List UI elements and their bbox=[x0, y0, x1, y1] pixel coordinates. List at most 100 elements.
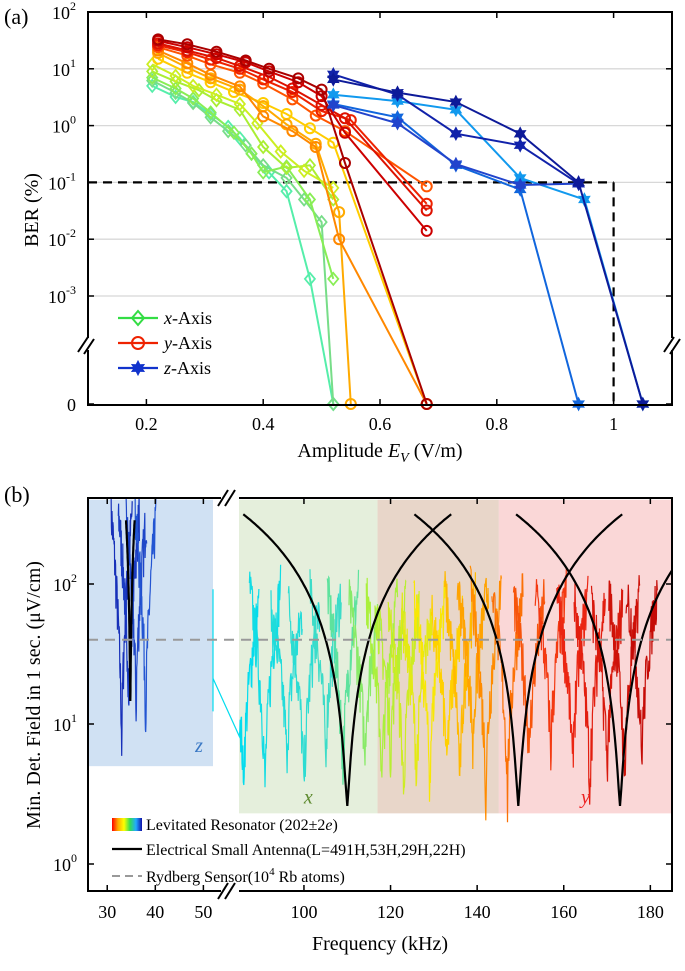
data-point-circle bbox=[263, 62, 276, 75]
series-line bbox=[151, 63, 334, 189]
y-tick-label-base: 10 bbox=[53, 715, 71, 735]
x-tick-label: 140 bbox=[464, 902, 491, 922]
data-point-diamond bbox=[210, 92, 223, 108]
data-point-circle bbox=[420, 180, 433, 193]
y-tick-label: 100 bbox=[53, 851, 77, 875]
panel-a-label: (a) bbox=[4, 4, 28, 29]
y-tick-label-exp: 1 bbox=[70, 56, 76, 70]
data-point-diamond bbox=[315, 214, 328, 230]
data-point-hexagram bbox=[513, 126, 527, 142]
data-point-circle bbox=[292, 76, 305, 89]
y-tick-label-base: 10 bbox=[52, 117, 70, 137]
series-x-axis-2 bbox=[146, 70, 340, 287]
y-tick-label-base: 10 bbox=[48, 287, 66, 307]
data-point-circle bbox=[233, 80, 246, 93]
resonator-trace bbox=[134, 498, 157, 733]
series-y-axis-6 bbox=[152, 46, 357, 410]
data-point-diamond bbox=[233, 96, 247, 112]
legend-resonator-label: Levitated Resonator (202±2e) bbox=[146, 817, 338, 834]
legend-antenna-label: Electrical Small Antenna(L=491H,53H,29H,… bbox=[146, 842, 466, 859]
data-point-diamond bbox=[257, 164, 270, 180]
legend-rydberg-label: Rydberg Sensor(104 Rb atoms) bbox=[146, 866, 345, 886]
panel-a-x-ticks: 0.2 0.4 0.6 0.8 1 bbox=[135, 12, 618, 434]
data-point-hexagram bbox=[513, 137, 527, 153]
data-point-circle bbox=[239, 54, 252, 67]
resonator-trace bbox=[365, 577, 399, 778]
legend-x-axis-label: x-Axis bbox=[163, 308, 212, 328]
panel-b-x-axis-label: Frequency (kHz) bbox=[312, 933, 448, 955]
region-y bbox=[498, 499, 672, 814]
data-point-diamond bbox=[280, 170, 293, 186]
panel-b-y-axis-label: Min. Det. Field in 1 sec. (μV/cm) bbox=[23, 561, 45, 829]
series-line bbox=[151, 76, 335, 280]
panel-b-antenna-curves bbox=[124, 513, 672, 806]
x-tick-label: 120 bbox=[377, 902, 404, 922]
resonator-trace bbox=[387, 590, 420, 795]
y-tick-label-exp: 1 bbox=[71, 711, 77, 725]
data-point-hexagram bbox=[513, 177, 527, 193]
data-point-diamond bbox=[303, 157, 317, 173]
y-tick-label: 101 bbox=[53, 711, 77, 735]
x-tick-label: 30 bbox=[98, 902, 116, 922]
series-line bbox=[157, 39, 428, 232]
legend-z-axis-label: z-Axis bbox=[163, 358, 211, 378]
panel-b-regions bbox=[88, 499, 672, 814]
y-tick-label: 101 bbox=[52, 56, 76, 80]
legend-rainbow-swatch bbox=[112, 818, 142, 831]
x-axis-break bbox=[217, 489, 239, 900]
x-tick-label: 40 bbox=[146, 902, 164, 922]
data-point-diamond bbox=[169, 73, 182, 89]
data-point-diamond bbox=[204, 106, 217, 122]
y-tick-label: 10-1 bbox=[48, 169, 76, 193]
y-tick-label: 102 bbox=[53, 571, 77, 595]
data-point-diamond bbox=[327, 271, 340, 287]
y-tick-label-exp: 2 bbox=[71, 571, 77, 585]
data-point-diamond bbox=[274, 144, 287, 159]
data-point-circle bbox=[338, 156, 351, 169]
y-tick-label-base: 10 bbox=[53, 575, 71, 595]
region-label-z: z bbox=[194, 735, 203, 757]
data-point-diamond bbox=[204, 105, 217, 120]
y-tick-label-base: 10 bbox=[53, 855, 71, 875]
resonator-trace bbox=[348, 579, 381, 766]
data-point-diamond bbox=[169, 68, 182, 84]
series-line bbox=[157, 38, 428, 405]
resonator-trace bbox=[374, 579, 407, 778]
data-point-diamond bbox=[146, 70, 159, 86]
data-point-diamond bbox=[227, 125, 241, 141]
data-point-circle bbox=[338, 126, 351, 139]
data-point-circle bbox=[152, 33, 165, 46]
legend-y-axis: y-Axis bbox=[118, 333, 212, 353]
data-point-circle bbox=[181, 38, 194, 51]
y-tick-label-base: 10 bbox=[52, 3, 70, 23]
y-tick-label-base: 10 bbox=[52, 60, 70, 80]
y-tick-label: 0 bbox=[67, 395, 76, 415]
x-tick-label: 0.4 bbox=[252, 414, 275, 434]
panel-a-y-axis-label: BER (%) bbox=[21, 173, 43, 247]
region-z bbox=[88, 499, 213, 767]
antenna-curve bbox=[413, 513, 623, 806]
data-point-diamond bbox=[327, 396, 340, 412]
data-point-diamond bbox=[303, 271, 317, 287]
data-point-hexagram bbox=[391, 85, 404, 101]
series-y-axis-12 bbox=[152, 33, 433, 410]
data-point-diamond bbox=[297, 163, 311, 179]
panel-b-label: (b) bbox=[4, 482, 30, 507]
resonator-trace bbox=[125, 498, 148, 722]
panel-b-legend: Levitated Resonator (202±2e) Electrical … bbox=[112, 817, 466, 886]
legend-z-axis: z-Axis bbox=[118, 358, 211, 378]
y-tick-label-base: 10 bbox=[48, 173, 66, 193]
panel-b-x-ticks: 30 40 50 100 120 140 160 180 bbox=[98, 498, 664, 922]
region-x bbox=[239, 499, 378, 814]
data-point-circle bbox=[210, 51, 223, 64]
y-axis-break-right bbox=[663, 336, 681, 355]
x-tick-label: 50 bbox=[194, 902, 212, 922]
data-point-circle bbox=[210, 45, 223, 58]
legend-circle-marker bbox=[131, 336, 145, 350]
y-tick-label-exp: -3 bbox=[66, 283, 76, 297]
